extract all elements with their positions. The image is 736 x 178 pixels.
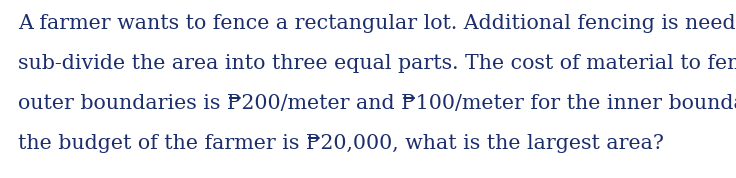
Text: the budget of the farmer is ₱20,000, what is the largest area?: the budget of the farmer is ₱20,000, wha… — [18, 134, 664, 153]
Text: sub-divide the area into three equal parts. The cost of material to fence the: sub-divide the area into three equal par… — [18, 54, 736, 73]
Text: outer boundaries is ₱200/meter and ₱100/meter for the inner boundaries. If: outer boundaries is ₱200/meter and ₱100/… — [18, 94, 736, 113]
Text: A farmer wants to fence a rectangular lot. Additional fencing is needed to: A farmer wants to fence a rectangular lo… — [18, 14, 736, 33]
